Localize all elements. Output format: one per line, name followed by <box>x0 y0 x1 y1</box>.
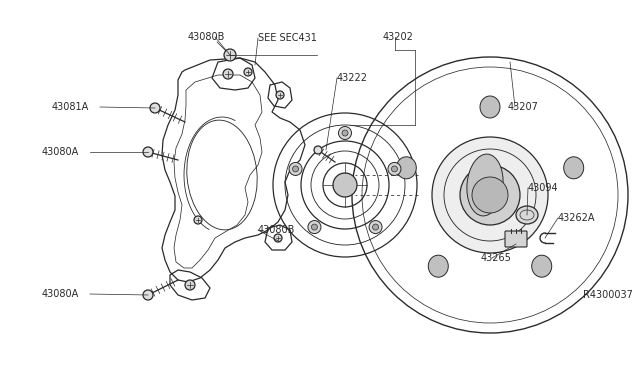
Ellipse shape <box>564 157 584 179</box>
Circle shape <box>388 163 401 176</box>
Text: SEE SEC431: SEE SEC431 <box>258 33 317 43</box>
Text: R4300037: R4300037 <box>583 290 633 300</box>
Circle shape <box>224 49 236 61</box>
Ellipse shape <box>396 157 416 179</box>
Circle shape <box>244 68 252 76</box>
Circle shape <box>289 163 302 176</box>
Circle shape <box>339 126 351 140</box>
Circle shape <box>274 234 282 242</box>
Circle shape <box>392 166 397 172</box>
Circle shape <box>342 130 348 136</box>
Circle shape <box>143 290 153 300</box>
Circle shape <box>292 166 298 172</box>
Circle shape <box>312 224 317 230</box>
Circle shape <box>194 216 202 224</box>
Text: 43080B: 43080B <box>258 225 296 235</box>
Text: 43265: 43265 <box>481 253 512 263</box>
Circle shape <box>314 146 322 154</box>
Text: 43262A: 43262A <box>558 213 595 223</box>
Ellipse shape <box>428 255 448 277</box>
Text: 43080A: 43080A <box>42 147 79 157</box>
Circle shape <box>432 137 548 253</box>
Text: 43080B: 43080B <box>188 32 225 42</box>
Circle shape <box>372 224 379 230</box>
Circle shape <box>185 280 195 290</box>
Ellipse shape <box>516 206 538 224</box>
Ellipse shape <box>467 154 503 216</box>
Circle shape <box>369 221 382 234</box>
Circle shape <box>150 103 160 113</box>
Circle shape <box>276 91 284 99</box>
Circle shape <box>333 173 357 197</box>
Circle shape <box>308 221 321 234</box>
Text: 43081A: 43081A <box>52 102 89 112</box>
FancyBboxPatch shape <box>505 231 527 247</box>
Circle shape <box>460 165 520 225</box>
Text: 43202: 43202 <box>383 32 414 42</box>
Text: 43207: 43207 <box>508 102 539 112</box>
Text: 43094: 43094 <box>528 183 559 193</box>
Text: 43080A: 43080A <box>42 289 79 299</box>
Circle shape <box>472 177 508 213</box>
Text: 43222: 43222 <box>337 73 368 83</box>
Circle shape <box>223 69 233 79</box>
Ellipse shape <box>532 255 552 277</box>
Ellipse shape <box>480 96 500 118</box>
Circle shape <box>143 147 153 157</box>
